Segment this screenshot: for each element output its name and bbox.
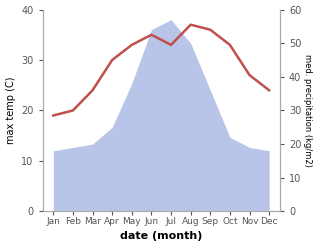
X-axis label: date (month): date (month): [120, 231, 203, 242]
Y-axis label: med. precipitation (kg/m2): med. precipitation (kg/m2): [303, 54, 313, 167]
Y-axis label: max temp (C): max temp (C): [5, 77, 16, 144]
